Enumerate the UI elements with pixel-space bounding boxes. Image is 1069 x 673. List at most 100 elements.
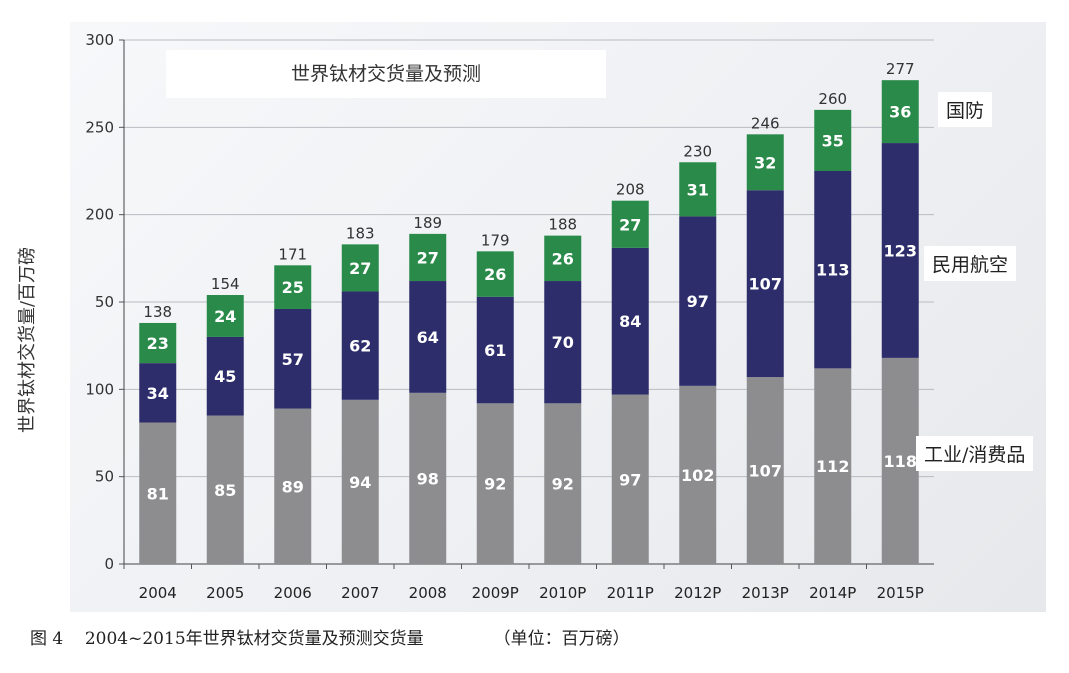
bar-segment-industrial bbox=[274, 408, 312, 564]
bar-segment-industrial bbox=[206, 415, 244, 564]
bar-segment-industrial bbox=[544, 403, 582, 564]
bar-segment-defense bbox=[814, 109, 852, 171]
bar-segment-defense bbox=[409, 233, 447, 282]
bar-segment-defense bbox=[746, 134, 784, 191]
bar-segment-industrial bbox=[746, 377, 784, 564]
bar-segment-civil-aviation bbox=[274, 308, 312, 409]
bar-segment-industrial bbox=[476, 403, 514, 564]
bar-segment-defense bbox=[679, 162, 717, 217]
total-label: 171 bbox=[278, 245, 307, 263]
data-label-civil-aviation: 84 bbox=[619, 312, 641, 331]
y-tick-label: 0 bbox=[104, 555, 114, 573]
bar-segment-industrial bbox=[341, 399, 379, 564]
bar-segment-defense bbox=[476, 251, 514, 297]
data-label-civil-aviation: 113 bbox=[816, 261, 849, 280]
data-label-industrial: 85 bbox=[214, 481, 236, 500]
legend-label-defense: 国防 bbox=[938, 92, 993, 127]
y-tick-label: 50 bbox=[95, 468, 114, 486]
bar-segment-defense bbox=[544, 235, 582, 282]
total-label: 154 bbox=[211, 275, 240, 293]
x-tick-label: 2006 bbox=[274, 584, 312, 602]
data-label-defense: 26 bbox=[484, 265, 506, 284]
bar-segment-civil-aviation bbox=[679, 216, 717, 386]
bar-segment-defense bbox=[206, 295, 244, 337]
x-tick-label: 2009P bbox=[472, 584, 519, 602]
x-tick-label: 2015P bbox=[877, 584, 924, 602]
data-label-civil-aviation: 34 bbox=[147, 384, 169, 403]
data-label-defense: 23 bbox=[147, 334, 169, 353]
data-label-defense: 27 bbox=[619, 215, 641, 234]
total-label: 208 bbox=[616, 181, 645, 199]
y-tick-label: 300 bbox=[85, 31, 114, 49]
data-label-industrial: 102 bbox=[681, 466, 714, 485]
y-tick-label: 250 bbox=[85, 118, 114, 136]
x-tick-label: 2007 bbox=[341, 584, 379, 602]
data-label-defense: 27 bbox=[417, 248, 439, 267]
total-label: 188 bbox=[548, 216, 577, 234]
bar-segment-defense bbox=[611, 200, 649, 248]
data-label-industrial: 97 bbox=[619, 470, 641, 489]
y-axis-label-text: 世界钛材交货量/百万磅 bbox=[17, 246, 38, 434]
bar-segment-defense bbox=[139, 322, 177, 364]
legend-label-civil-aviation: 民用航空 bbox=[924, 246, 1017, 281]
bar-segment-industrial bbox=[139, 422, 177, 564]
bar-segment-defense bbox=[274, 265, 312, 309]
y-tick-label: 200 bbox=[85, 206, 114, 224]
data-label-industrial: 92 bbox=[484, 475, 506, 494]
data-label-industrial: 118 bbox=[884, 452, 917, 471]
figure-label: 图 4 bbox=[30, 629, 64, 649]
bar-segment-industrial bbox=[409, 392, 447, 564]
data-label-defense: 31 bbox=[687, 180, 709, 199]
bar-segment-industrial bbox=[679, 385, 717, 564]
bar-segment-civil-aviation bbox=[746, 190, 784, 378]
data-label-civil-aviation: 45 bbox=[214, 367, 236, 386]
x-tick-label: 2004 bbox=[139, 584, 177, 602]
bar-segment-civil-aviation bbox=[544, 281, 582, 404]
figure-caption: 图 4 2004~2015年世界钛材交货量及预测交货量 （单位：百万磅） bbox=[30, 624, 630, 649]
data-label-industrial: 112 bbox=[816, 457, 849, 476]
bar-segment-civil-aviation bbox=[341, 291, 379, 400]
bar-segment-civil-aviation bbox=[476, 296, 514, 404]
bar-segment-civil-aviation bbox=[206, 336, 244, 416]
total-label: 179 bbox=[481, 231, 510, 249]
data-label-civil-aviation: 70 bbox=[552, 333, 574, 352]
x-tick-label: 2013P bbox=[742, 584, 789, 602]
bar-segment-industrial bbox=[611, 394, 649, 564]
x-tick-label: 2012P bbox=[674, 584, 721, 602]
data-label-defense: 26 bbox=[552, 249, 574, 268]
chart-title: 世界钛材交货量及预测 bbox=[166, 50, 606, 98]
data-label-industrial: 89 bbox=[282, 477, 304, 496]
data-label-defense: 25 bbox=[282, 278, 304, 297]
figure-unit: （单位：百万磅） bbox=[493, 629, 630, 649]
data-label-defense: 36 bbox=[889, 103, 911, 122]
bar-segment-civil-aviation bbox=[814, 171, 852, 369]
total-label: 277 bbox=[886, 60, 915, 78]
data-label-civil-aviation: 64 bbox=[417, 328, 439, 347]
total-label: 260 bbox=[818, 90, 847, 108]
total-label: 230 bbox=[683, 142, 712, 160]
bar-segment-industrial bbox=[881, 357, 919, 564]
total-label: 246 bbox=[751, 114, 780, 132]
data-label-civil-aviation: 107 bbox=[749, 275, 782, 294]
x-tick-label: 2011P bbox=[607, 584, 654, 602]
total-label: 183 bbox=[346, 224, 375, 242]
legend-label-industrial: 工业/消费品 bbox=[916, 436, 1034, 471]
data-label-industrial: 92 bbox=[552, 475, 574, 494]
bar-segment-civil-aviation bbox=[409, 281, 447, 393]
data-label-civil-aviation: 57 bbox=[282, 350, 304, 369]
data-label-industrial: 107 bbox=[749, 462, 782, 481]
x-tick-label: 2005 bbox=[206, 584, 244, 602]
bar-segment-civil-aviation bbox=[881, 143, 919, 358]
x-tick-label: 2010P bbox=[539, 584, 586, 602]
data-label-industrial: 98 bbox=[417, 469, 439, 488]
data-label-defense: 27 bbox=[349, 259, 371, 278]
data-label-civil-aviation: 62 bbox=[349, 337, 371, 356]
data-label-industrial: 81 bbox=[147, 484, 169, 503]
x-tick-label: 2014P bbox=[809, 584, 856, 602]
total-label: 189 bbox=[413, 214, 442, 232]
data-label-civil-aviation: 97 bbox=[687, 292, 709, 311]
data-label-civil-aviation: 123 bbox=[884, 241, 917, 260]
data-label-civil-aviation: 61 bbox=[484, 341, 506, 360]
data-label-industrial: 94 bbox=[349, 473, 371, 492]
